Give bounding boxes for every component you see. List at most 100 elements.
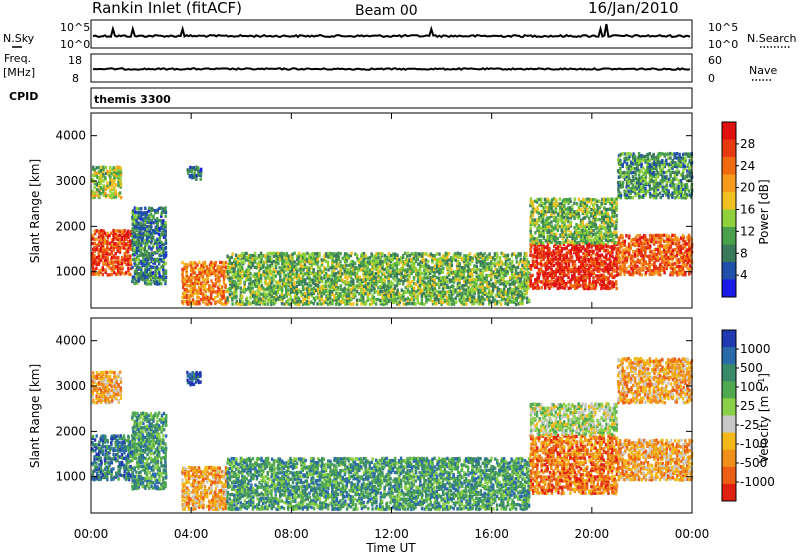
heatmap-cell xyxy=(343,281,346,286)
heatmap-cell xyxy=(456,290,459,294)
heatmap-cell xyxy=(396,255,399,260)
heatmap-cell xyxy=(398,271,401,276)
heatmap-cell xyxy=(216,277,219,282)
heatmap-cell xyxy=(525,296,529,300)
heatmap-cell xyxy=(197,286,201,290)
heatmap-cell xyxy=(95,171,98,175)
heatmap-cell xyxy=(337,264,341,268)
heatmap-cell xyxy=(320,290,324,294)
heatmap-cell xyxy=(342,264,345,268)
heatmap-cell xyxy=(569,251,573,255)
heatmap-cell xyxy=(540,267,543,271)
heatmap-cell xyxy=(544,265,547,269)
heatmap-cell xyxy=(600,276,603,280)
heatmap-cell xyxy=(516,271,520,276)
heatmap-cell xyxy=(388,258,391,262)
heatmap-cell xyxy=(606,212,610,216)
heatmap-cell xyxy=(421,276,424,280)
heatmap-cell xyxy=(464,288,468,292)
heatmap-cell xyxy=(315,295,318,300)
heatmap-cell xyxy=(191,261,195,265)
heatmap-cell xyxy=(393,286,396,290)
heatmap-cell xyxy=(360,292,364,296)
heatmap-cell xyxy=(239,264,242,268)
heatmap-cell xyxy=(295,288,298,292)
heatmap-cell xyxy=(575,212,578,216)
heatmap-cell xyxy=(233,260,236,264)
heatmap-cell xyxy=(334,254,338,258)
heatmap-cell xyxy=(531,253,535,257)
heatmap-cell xyxy=(270,252,273,256)
heatmap-cell xyxy=(114,252,117,256)
heatmap-cell xyxy=(562,224,565,229)
heatmap-cell xyxy=(133,237,136,241)
heatmap-cell xyxy=(181,279,184,283)
heatmap-cell xyxy=(272,254,276,258)
heatmap-cell xyxy=(112,238,115,242)
heatmap-cell xyxy=(584,204,587,208)
heatmap-cell xyxy=(234,301,238,306)
heatmap-cell xyxy=(553,251,556,255)
heatmap-cell xyxy=(437,270,441,274)
heatmap-cell xyxy=(214,269,217,273)
heatmap-cell xyxy=(615,253,619,257)
heatmap-cell xyxy=(352,288,355,292)
heatmap-cell xyxy=(200,281,203,286)
heatmap-cell xyxy=(464,260,468,264)
heatmap-cell xyxy=(615,214,618,218)
heatmap-cell xyxy=(147,224,151,229)
heatmap-cell xyxy=(335,272,338,276)
heatmap-cell xyxy=(433,278,436,282)
heatmap-cell xyxy=(162,225,166,229)
heatmap-cell xyxy=(298,275,301,280)
heatmap-cell xyxy=(257,272,261,276)
heatmap-cell xyxy=(202,264,205,269)
heatmap-cell xyxy=(164,271,168,276)
heatmap-cell xyxy=(596,261,599,266)
heatmap-cell xyxy=(419,277,422,282)
heatmap-cell xyxy=(584,226,587,231)
nsky-label: N.Sky xyxy=(3,32,35,45)
heatmap-cell xyxy=(117,179,120,183)
heatmap-cell xyxy=(538,239,541,243)
heatmap-cell xyxy=(164,229,167,233)
heatmap-cell xyxy=(575,267,578,271)
heatmap-cell xyxy=(585,224,589,228)
heatmap-cell xyxy=(270,276,274,280)
heatmap-cell xyxy=(259,251,263,255)
heatmap-cell xyxy=(324,267,327,272)
freq-panel: Freq. [MHz] 18 8 60 0 Nave xyxy=(3,52,777,85)
heatmap-cell xyxy=(502,290,505,294)
heatmap-cell xyxy=(243,256,246,260)
heatmap-cell xyxy=(385,263,388,267)
heatmap-cell xyxy=(354,294,357,298)
heatmap-cell xyxy=(381,252,384,256)
heatmap-cell xyxy=(571,259,574,263)
heatmap-cell xyxy=(425,262,428,266)
heatmap-cell xyxy=(392,262,395,266)
heatmap-cell xyxy=(550,220,553,224)
heatmap-cell xyxy=(527,284,530,288)
heatmap-cell xyxy=(268,290,272,294)
heatmap-cell xyxy=(264,270,267,274)
nsky-trace xyxy=(92,23,691,39)
heatmap-cell xyxy=(594,202,597,206)
heatmap-cell xyxy=(356,284,359,288)
heatmap-cell xyxy=(156,276,159,280)
heatmap-cell xyxy=(469,294,472,298)
heatmap-cell xyxy=(258,268,261,272)
heatmap-cell xyxy=(324,284,327,288)
heatmap-cell xyxy=(581,220,584,224)
heatmap-cell xyxy=(143,227,146,231)
heatmap-cell xyxy=(429,276,432,280)
heatmap-cell xyxy=(188,169,191,173)
heatmap-cell xyxy=(269,264,272,268)
heatmap-cell xyxy=(561,232,564,237)
heatmap-cell xyxy=(189,165,192,170)
heatmap-cell xyxy=(467,261,470,266)
heatmap-cell xyxy=(164,253,168,257)
heatmap-cell xyxy=(441,288,445,292)
heatmap-cell xyxy=(433,280,436,284)
heatmap-cell xyxy=(550,224,553,228)
heatmap-cell xyxy=(569,212,572,216)
